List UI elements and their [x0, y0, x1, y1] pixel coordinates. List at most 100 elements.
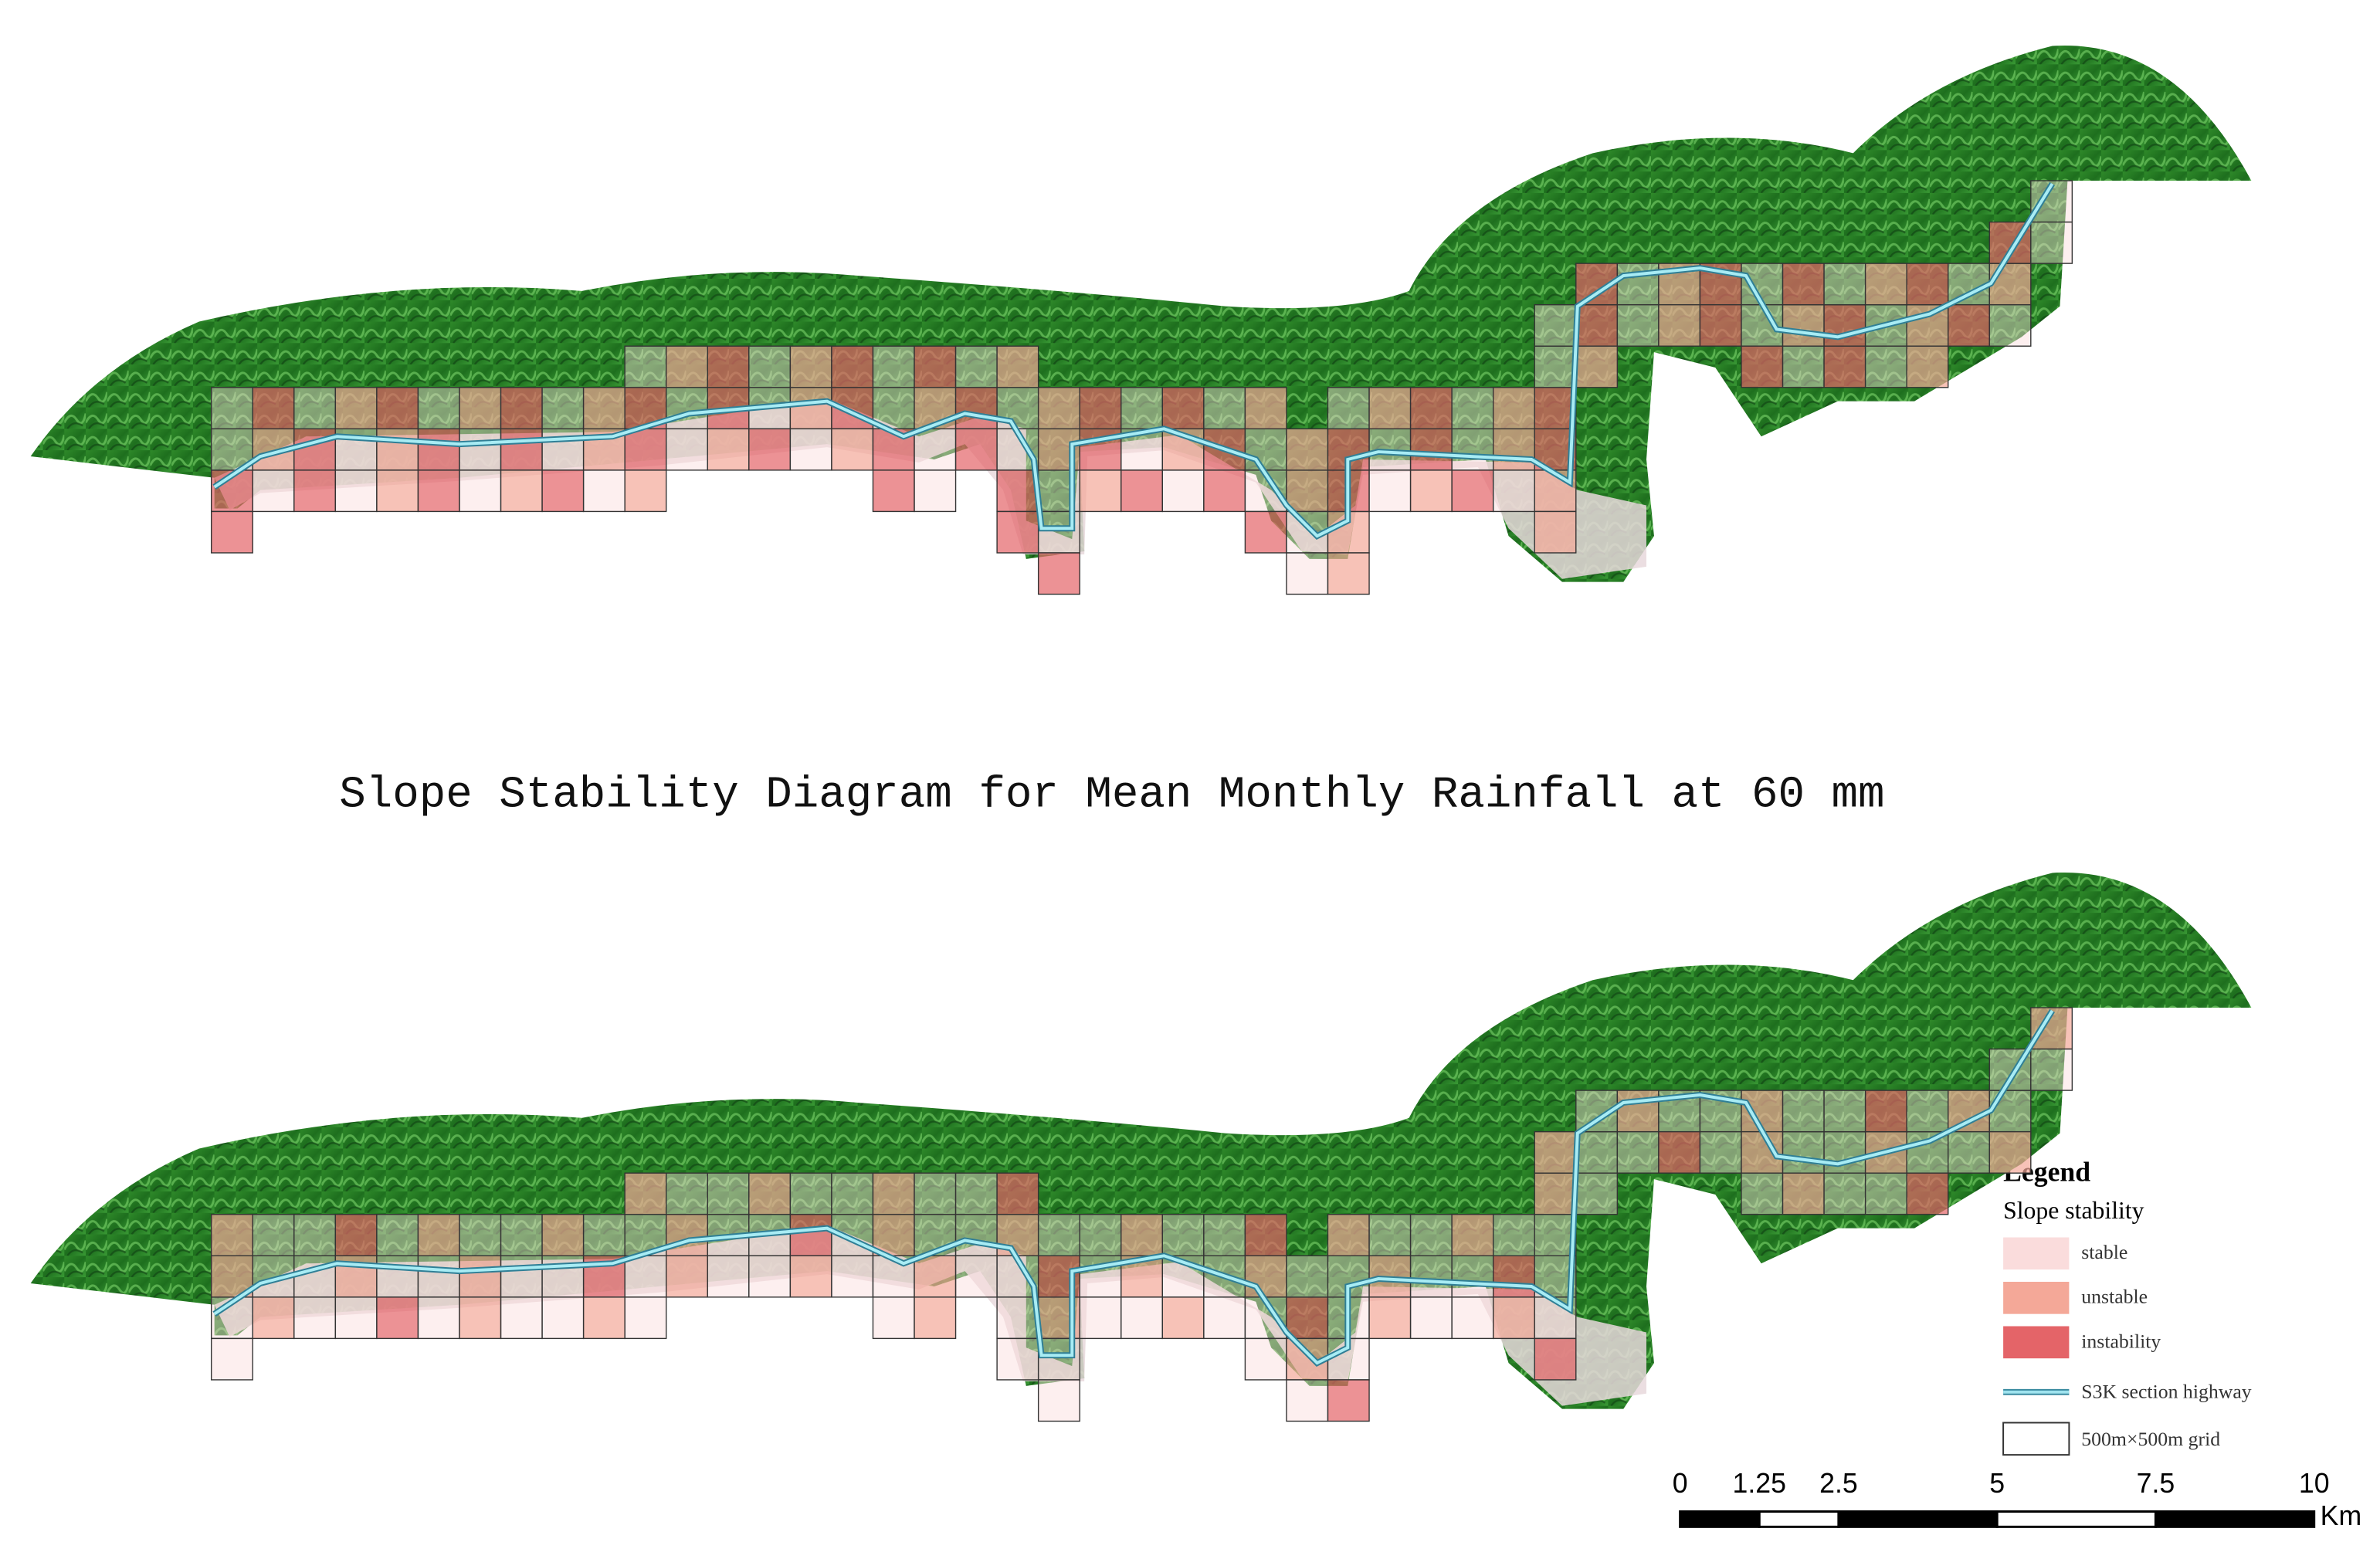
valley: [214, 398, 1647, 579]
grid-cell: [1575, 303, 1619, 347]
grid-cell: [582, 1214, 626, 1256]
grid-cell: [1948, 1130, 1990, 1174]
grid-cell: [1492, 1296, 1535, 1340]
grid-cell: [1823, 303, 1866, 347]
grid-cell: [1534, 1172, 1577, 1215]
grid-cell: [666, 1255, 708, 1298]
grid-cell: [334, 469, 378, 513]
grid-cell: [376, 1296, 419, 1340]
grid-cell: [1203, 1214, 1246, 1256]
grid-cell: [1079, 387, 1122, 430]
grid-cell: [1161, 469, 1205, 513]
grid-cell: [1451, 387, 1494, 430]
grid-cell: [417, 428, 460, 471]
scale-label: 7.5: [2137, 1468, 2175, 1499]
grid-cell: [624, 345, 667, 388]
scale-segment: [2154, 1510, 2316, 1528]
grid-cell: [1037, 1214, 1080, 1256]
grid-cell: [417, 1214, 460, 1256]
grid-cell: [1368, 387, 1412, 430]
grid-cell: [1782, 345, 1825, 388]
grid-cell: [1079, 469, 1122, 513]
grid-cell: [1782, 1172, 1825, 1215]
grid-cell: [1120, 1214, 1163, 1256]
grid-cell: [666, 1214, 708, 1256]
grid-cell: [1782, 263, 1825, 306]
grid-cell: [748, 428, 792, 471]
grid-cell: [666, 345, 708, 388]
grid-cell: [914, 428, 957, 471]
grid-cell: [1492, 1214, 1535, 1256]
legend-label: instability: [2081, 1330, 2161, 1352]
grid-cell: [1492, 1255, 1535, 1298]
grid-cell: [624, 1296, 667, 1340]
grid-cell: [1864, 263, 1907, 306]
grid-cell: [293, 428, 337, 471]
grid-cell: [1327, 552, 1370, 595]
grid-cell: [1409, 387, 1453, 430]
grid-cell: [1492, 387, 1535, 430]
grid-cell: [376, 1255, 419, 1298]
grid-cell: [1286, 428, 1329, 471]
grid-cell: [1327, 1214, 1370, 1256]
grid-cell: [666, 1172, 708, 1215]
grid-cell: [954, 345, 998, 388]
grid-cell: [914, 1255, 957, 1298]
grid-cell: [210, 510, 253, 554]
grid-cell: [252, 1296, 295, 1340]
legend-highway-label: S3K section highway: [2081, 1381, 2252, 1403]
grid-cell: [872, 469, 915, 513]
grid-cell: [376, 469, 419, 513]
grid-cell: [789, 428, 832, 471]
grid-cell: [334, 387, 378, 430]
grid-cell: [996, 345, 1039, 388]
legend-swatch: [2003, 1237, 2070, 1270]
grid-cell: [1782, 303, 1825, 347]
grid-cell: [872, 1172, 915, 1215]
grid-cell: [831, 428, 874, 471]
grid-cell: [459, 1214, 502, 1256]
grid-cell: [996, 1296, 1039, 1340]
grid-cell: [1906, 345, 1949, 388]
scale-label: 0: [1673, 1468, 1688, 1499]
scale-label: 1.25: [1733, 1468, 1786, 1499]
grid-cell: [334, 1296, 378, 1340]
grid-cell: [1658, 1130, 1701, 1174]
grid-cell: [541, 1296, 585, 1340]
grid-cell: [459, 469, 502, 513]
grid-cell: [417, 1255, 460, 1298]
grid-cell: [1616, 303, 1660, 347]
grid-cell: [996, 469, 1039, 513]
grid-cell: [954, 387, 998, 430]
grid-cell: [1823, 1172, 1866, 1215]
grid-cell: [293, 1214, 337, 1256]
map-panel: [30, 872, 2252, 1422]
grid-cell: [1451, 469, 1494, 513]
grid-cell: [459, 1296, 502, 1340]
grid-cell: [1492, 428, 1535, 471]
legend-swatch: [2003, 1282, 2070, 1314]
grid-cell: [376, 428, 419, 471]
grid-cell: [1037, 387, 1080, 430]
grid-cell: [831, 1255, 874, 1298]
grid-cell: [748, 345, 792, 388]
grid-cell: [1161, 387, 1205, 430]
grid-cell: [1161, 1296, 1205, 1340]
grid-cell: [1409, 428, 1453, 471]
grid-cell: [1906, 263, 1949, 306]
legend: Legend Slope stability S3K section highw…: [2002, 1156, 2252, 1456]
grid-cell: [1203, 469, 1246, 513]
grid-cell: [334, 1214, 378, 1256]
grid-cell: [1244, 510, 1287, 554]
legend-label: stable: [2081, 1241, 2127, 1263]
grid-cell: [996, 1337, 1039, 1381]
grid-cell: [707, 345, 750, 388]
grid-cell: [1616, 1090, 1660, 1133]
grid-cell: [1823, 263, 1866, 306]
grid-cell: [293, 387, 337, 430]
grid-cell: [1244, 1214, 1287, 1256]
scale-segment: [1758, 1510, 1840, 1528]
grid-cell: [1327, 387, 1370, 430]
grid-cell: [1658, 303, 1701, 347]
